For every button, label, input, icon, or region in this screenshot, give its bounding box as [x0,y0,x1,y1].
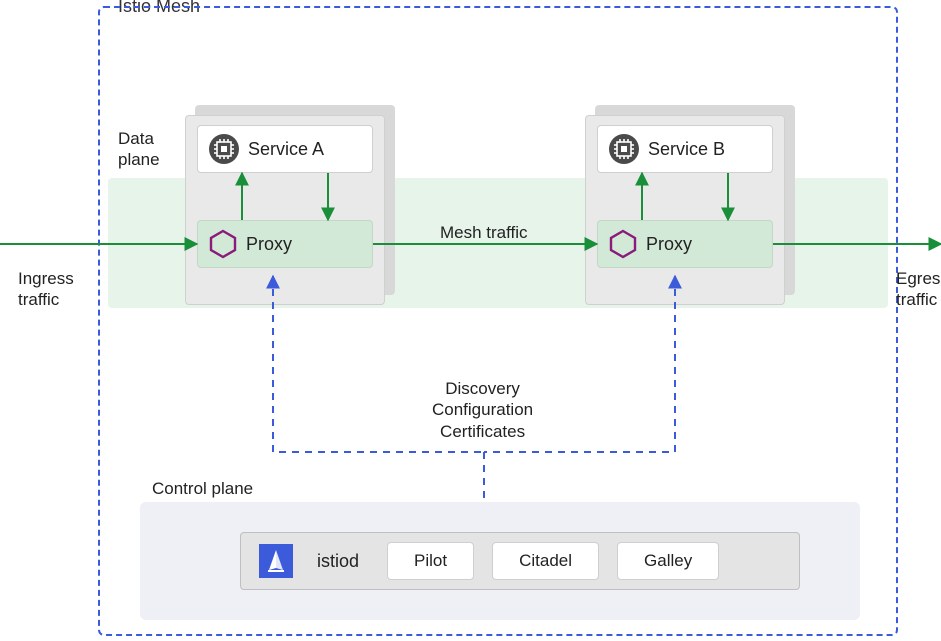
istio-logo-icon [259,544,293,578]
diagram-canvas: Istio Mesh Data plane Service A [0,0,941,641]
service-b-label: Service B [648,139,725,160]
control-plane-inner: istiod Pilot Citadel Galley [240,532,800,590]
control-link-label-1: Configuration [432,399,533,420]
hexagon-icon [208,229,238,259]
service-a-row: Service A [197,125,373,173]
service-b-row: Service B [597,125,773,173]
citadel-chip: Citadel [492,542,599,580]
proxy-a-label: Proxy [246,234,292,255]
cpu-icon [208,133,240,165]
proxy-b-row: Proxy [597,220,773,268]
data-plane-label: Data plane [118,128,160,171]
control-link-label-0: Discovery [432,378,533,399]
egress-label: Egress traffic [896,268,941,311]
cpu-icon [608,133,640,165]
galley-chip: Galley [617,542,719,580]
control-link-label-2: Certificates [432,421,533,442]
istiod-label: istiod [317,551,359,572]
proxy-b-label: Proxy [646,234,692,255]
proxy-a-row: Proxy [197,220,373,268]
pilot-chip: Pilot [387,542,474,580]
control-links-labels: Discovery Configuration Certificates [432,378,533,442]
hexagon-icon [608,229,638,259]
service-a-label: Service A [248,139,324,160]
control-plane-label: Control plane [152,478,253,499]
ingress-label: Ingress traffic [18,268,74,311]
mesh-traffic-label: Mesh traffic [440,222,528,243]
